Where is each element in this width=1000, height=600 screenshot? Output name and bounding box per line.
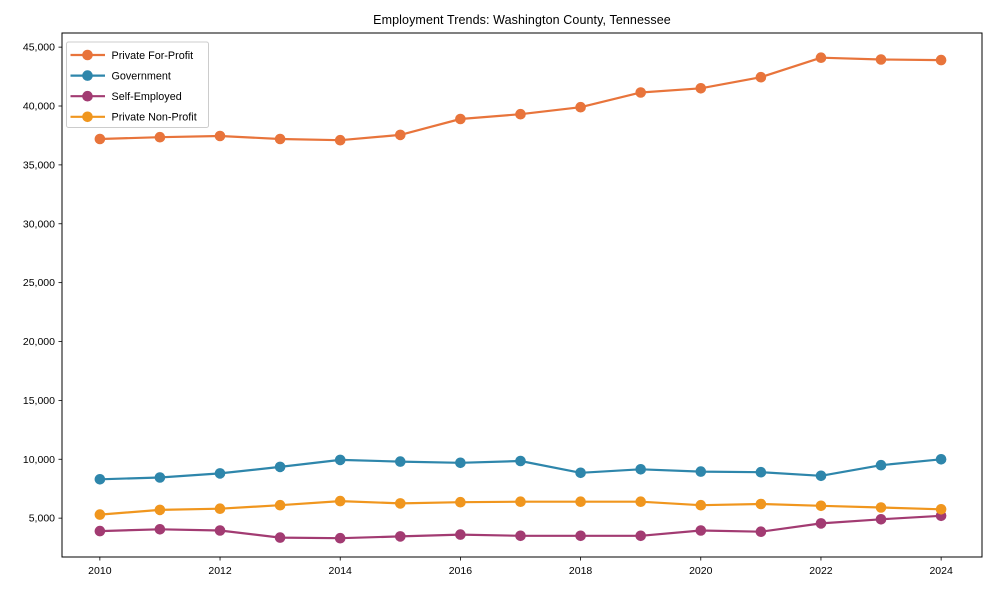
data-point-government-2011 [154,472,166,483]
legend-swatch-marker-private-non-profit [82,111,93,123]
data-point-private-for-profit-2011 [154,131,166,143]
legend-box [66,41,209,128]
legend-item-label-government: Government [112,70,171,82]
data-point-private-non-profit-2021 [755,498,767,510]
data-point-private-non-profit-2019 [635,496,646,508]
y-tick-label: 35,000 [23,159,55,171]
y-tick-label: 45,000 [23,42,55,54]
data-point-private-non-profit-2017 [515,496,526,508]
data-point-private-non-profit-2018 [575,496,586,508]
data-point-self-employed-2020 [695,525,707,536]
data-point-private-for-profit-2018 [575,101,586,113]
data-point-private-non-profit-2010 [94,509,106,520]
y-tick-label: 40,000 [23,101,55,113]
data-point-self-employed-2010 [94,525,106,537]
data-point-government-2016 [455,457,466,469]
data-point-private-for-profit-2021 [755,71,767,83]
data-point-private-for-profit-2014 [334,134,346,146]
data-point-government-2024 [935,454,947,465]
data-point-self-employed-2016 [455,529,466,540]
legend-item-label-private-non-profit: Private Non-Profit [112,112,197,124]
x-tick-label: 2018 [569,565,593,577]
plot-border [61,32,983,558]
data-point-self-employed-2015 [395,531,406,542]
data-point-private-non-profit-2022 [815,500,827,512]
data-point-private-non-profit-2016 [455,496,466,508]
data-point-private-for-profit-2024 [935,54,947,66]
data-point-government-2013 [274,461,286,473]
data-point-self-employed-2021 [755,526,767,537]
data-point-private-non-profit-2023 [875,502,887,513]
x-tick-label: 2024 [929,565,953,577]
data-point-government-2023 [875,459,887,471]
data-point-self-employed-2011 [154,524,166,535]
data-point-government-2019 [635,464,646,475]
y-tick-label: 15,000 [23,395,55,407]
data-point-private-non-profit-2015 [395,498,406,509]
data-point-self-employed-2019 [635,530,646,542]
y-tick-label: 25,000 [23,277,55,289]
data-point-self-employed-2018 [575,530,586,542]
data-point-government-2018 [575,467,586,479]
x-tick-label: 2012 [208,565,232,577]
x-tick-label: 2016 [449,565,473,577]
data-point-private-for-profit-2017 [515,108,526,120]
data-point-private-for-profit-2023 [875,54,887,65]
data-point-self-employed-2023 [875,514,887,525]
data-point-private-for-profit-2013 [274,133,286,145]
data-point-government-2017 [515,455,526,467]
legend-item-label-private-for-profit: Private For-Profit [112,50,194,62]
legend-item-label-self-employed: Self-Employed [112,91,182,103]
x-tick-label: 2022 [809,565,833,577]
legend-swatch-marker-self-employed [82,90,93,102]
chart-title: Employment Trends: Washington County, Te… [373,13,671,27]
x-tick-label: 2010 [88,565,112,577]
data-point-self-employed-2014 [334,532,346,544]
series-line-private-for-profit [99,56,942,142]
data-point-private-for-profit-2022 [815,52,827,63]
data-point-self-employed-2013 [274,532,286,543]
legend-swatch-marker-government [82,70,93,81]
x-tick-label: 2014 [329,565,353,577]
data-point-self-employed-2017 [515,530,526,542]
data-point-private-for-profit-2015 [395,129,406,141]
data-point-self-employed-2012 [214,525,226,536]
data-point-government-2015 [395,456,406,467]
data-point-government-2020 [695,466,707,477]
data-point-government-2022 [815,470,827,482]
data-point-government-2010 [94,474,106,485]
data-point-private-non-profit-2011 [154,504,166,516]
data-point-private-for-profit-2020 [695,83,707,94]
data-point-private-for-profit-2012 [214,130,226,142]
data-point-private-non-profit-2012 [214,503,226,514]
data-point-government-2021 [755,466,767,478]
y-tick-label: 30,000 [23,218,55,230]
data-point-private-for-profit-2016 [455,113,466,125]
y-tick-label: 10,000 [23,454,55,466]
data-point-government-2014 [334,454,346,466]
data-point-private-non-profit-2020 [695,499,707,511]
x-tick-label: 2020 [689,565,713,577]
y-tick-label: 5,000 [29,513,55,525]
data-point-private-for-profit-2019 [635,87,646,98]
data-point-private-non-profit-2024 [935,504,947,515]
legend-swatch-marker-private-for-profit [82,49,93,61]
data-point-government-2012 [214,468,226,479]
y-tick-label: 20,000 [23,336,55,348]
data-point-private-non-profit-2013 [274,499,286,511]
data-point-private-non-profit-2014 [334,495,346,507]
data-point-self-employed-2022 [815,518,827,529]
data-point-private-for-profit-2010 [94,133,106,145]
